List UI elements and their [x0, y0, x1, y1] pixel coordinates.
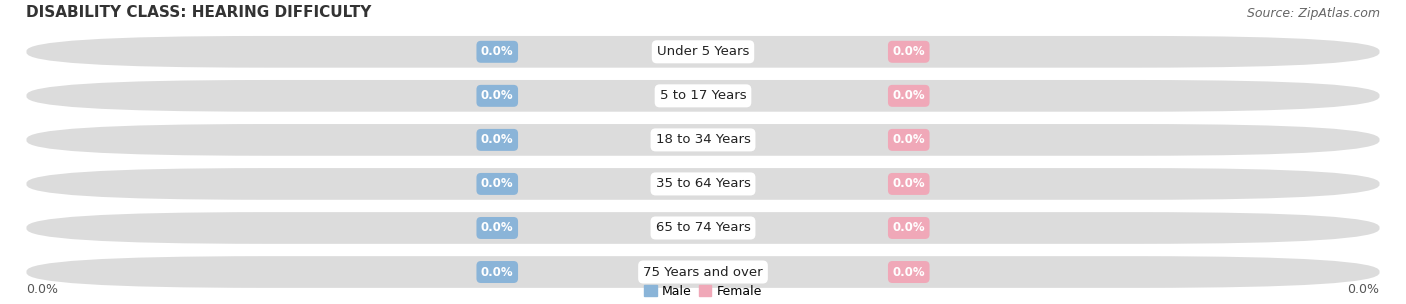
- Text: 0.0%: 0.0%: [893, 45, 925, 58]
- Text: 75 Years and over: 75 Years and over: [643, 265, 763, 278]
- FancyBboxPatch shape: [27, 36, 1379, 68]
- Text: 18 to 34 Years: 18 to 34 Years: [655, 133, 751, 147]
- Text: 5 to 17 Years: 5 to 17 Years: [659, 89, 747, 102]
- Legend: Male, Female: Male, Female: [644, 285, 762, 298]
- Text: Under 5 Years: Under 5 Years: [657, 45, 749, 58]
- Text: 0.0%: 0.0%: [481, 222, 513, 234]
- Text: 0.0%: 0.0%: [893, 222, 925, 234]
- Text: 0.0%: 0.0%: [481, 89, 513, 102]
- Text: 0.0%: 0.0%: [893, 133, 925, 147]
- FancyBboxPatch shape: [27, 212, 1379, 244]
- FancyBboxPatch shape: [27, 168, 1379, 200]
- Text: Source: ZipAtlas.com: Source: ZipAtlas.com: [1247, 7, 1379, 20]
- Text: 0.0%: 0.0%: [481, 45, 513, 58]
- Text: 35 to 64 Years: 35 to 64 Years: [655, 178, 751, 190]
- Text: 0.0%: 0.0%: [481, 265, 513, 278]
- Text: 0.0%: 0.0%: [893, 178, 925, 190]
- Text: 0.0%: 0.0%: [27, 283, 59, 296]
- Text: DISABILITY CLASS: HEARING DIFFICULTY: DISABILITY CLASS: HEARING DIFFICULTY: [27, 5, 371, 20]
- Text: 65 to 74 Years: 65 to 74 Years: [655, 222, 751, 234]
- Text: 0.0%: 0.0%: [893, 89, 925, 102]
- FancyBboxPatch shape: [27, 124, 1379, 156]
- Text: 0.0%: 0.0%: [893, 265, 925, 278]
- FancyBboxPatch shape: [27, 80, 1379, 112]
- Text: 0.0%: 0.0%: [1347, 283, 1379, 296]
- Text: 0.0%: 0.0%: [481, 133, 513, 147]
- Text: 0.0%: 0.0%: [481, 178, 513, 190]
- FancyBboxPatch shape: [27, 256, 1379, 288]
